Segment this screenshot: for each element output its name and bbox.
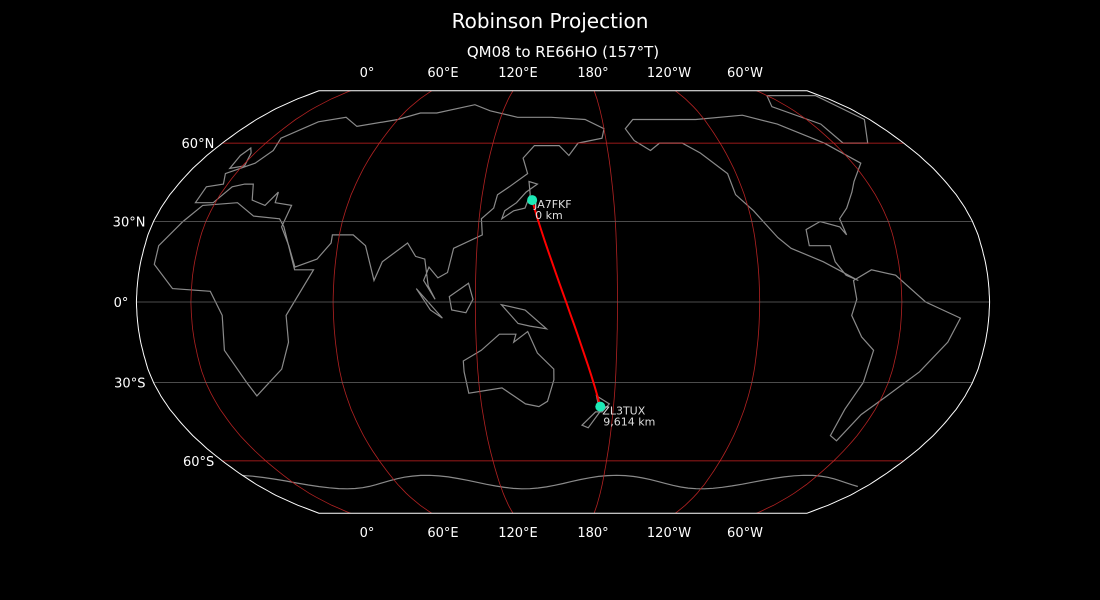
great-circle-route	[531, 199, 602, 407]
lat-label: 30°N	[113, 216, 146, 231]
station-distance: 9,614 km	[603, 416, 655, 429]
graticule	[136, 90, 990, 514]
lon-label-bottom: 120°E	[498, 526, 538, 541]
lat-label: 60°N	[182, 137, 215, 152]
tick-labels: 0° 0° 60°E 60°E 120°E 120°E 180° 180° 120°W 120°W…	[113, 66, 763, 541]
lon-label-bottom: 120°W	[647, 526, 691, 541]
coastline-nz	[580, 394, 611, 429]
station-callsign: JA7FKF	[533, 198, 571, 211]
lon-label-top: 120°W	[647, 66, 691, 81]
station-marker-dot	[595, 401, 606, 412]
lon-label-top: 120°E	[498, 66, 538, 81]
coastline-borneo	[448, 282, 474, 314]
lon-label-bottom: 60°E	[427, 526, 458, 541]
lon-label-top: 60°E	[427, 66, 458, 81]
coastline-australia	[462, 330, 555, 408]
lon-label-bottom: 0°	[360, 526, 375, 541]
lat-label: 30°S	[114, 376, 145, 391]
map-title: Robinson Projection	[451, 9, 649, 33]
coastline-africa	[153, 202, 315, 397]
coastline-namerica	[624, 114, 862, 282]
lon-label-top: 0°	[360, 66, 375, 81]
coastline-sumatra	[415, 288, 443, 319]
lat-label: 0°	[114, 296, 129, 311]
coastline-antarctica	[242, 474, 858, 490]
coastlines	[153, 95, 962, 490]
lon-label-bottom: 180°	[577, 526, 608, 541]
lon-label-top: 180°	[577, 66, 608, 81]
station-callsign: ZL3TUX	[602, 405, 645, 418]
coastline-japan	[500, 180, 539, 221]
coastline-samerica	[829, 269, 962, 442]
map-subtitle: QM08 to RE66HO (157°T)	[466, 43, 660, 61]
map-boundary	[135, 90, 991, 514]
station-marker-dot	[527, 195, 538, 206]
route-line	[531, 199, 602, 407]
lon-label-top: 60°W	[727, 66, 763, 81]
coastline-newguinea	[499, 303, 549, 330]
station-distance: 0 km	[535, 209, 563, 222]
lat-label: 60°S	[183, 455, 214, 470]
lon-label-bottom: 60°W	[727, 526, 763, 541]
coastline-greenland	[765, 95, 869, 144]
